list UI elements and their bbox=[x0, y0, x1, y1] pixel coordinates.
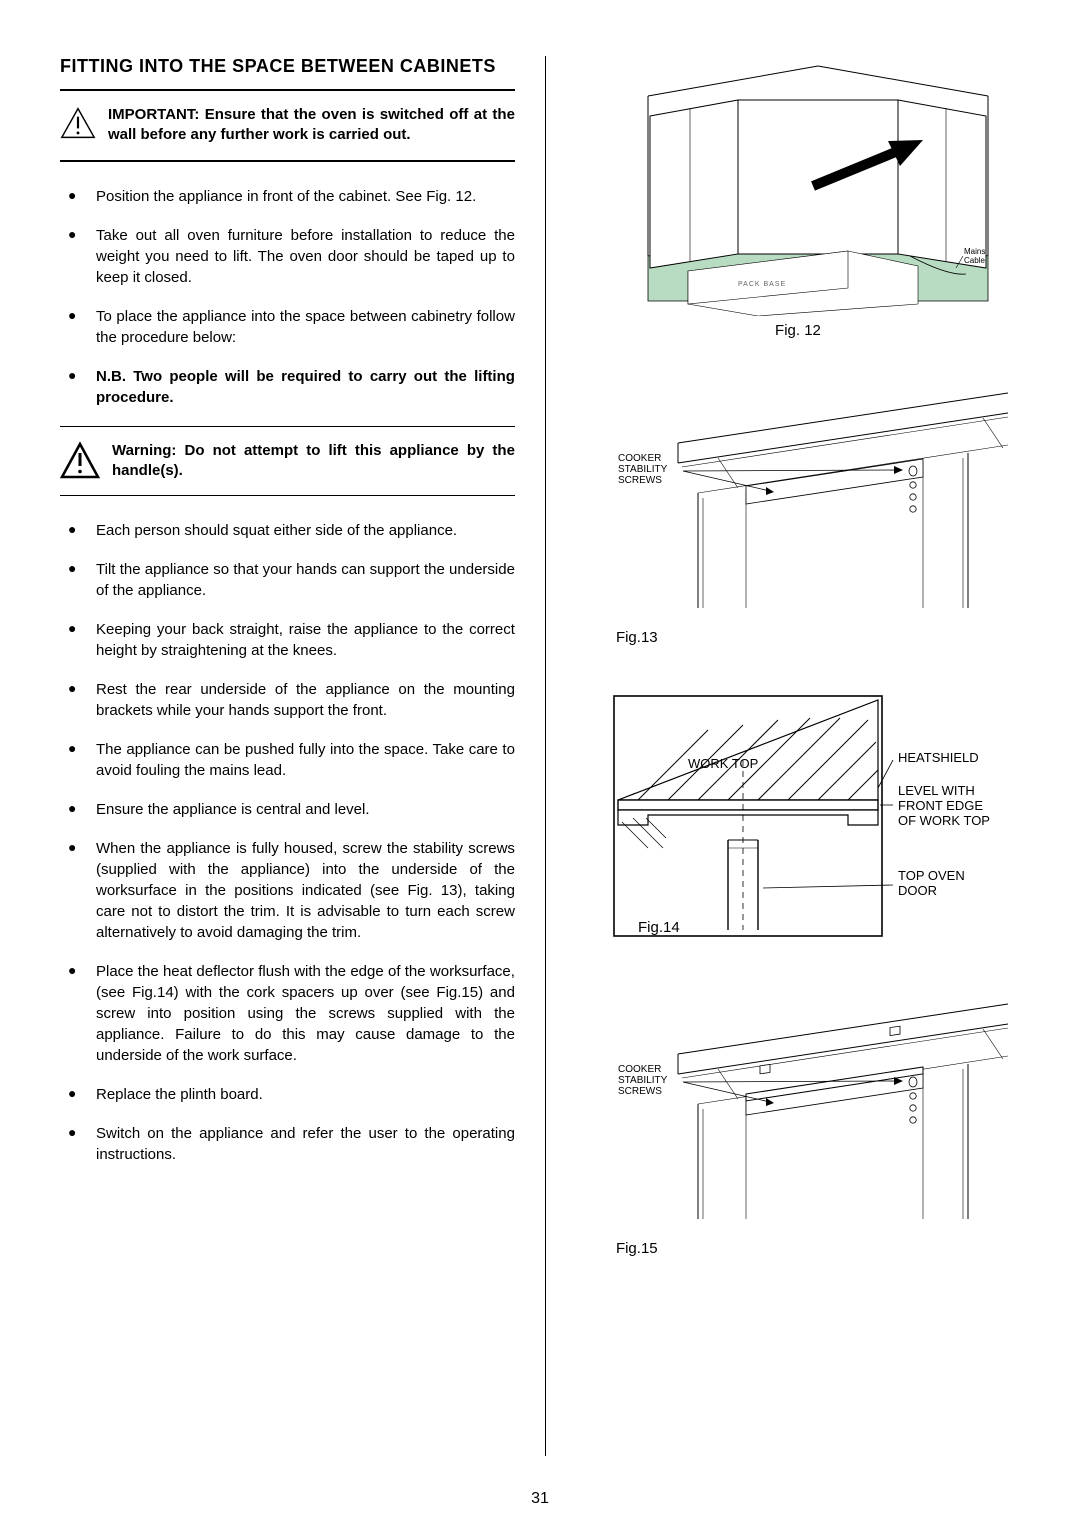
left-column: FITTING INTO THE SPACE BETWEEN CABINETS … bbox=[60, 56, 525, 1456]
list-item: When the appliance is fully housed, scre… bbox=[60, 838, 515, 943]
svg-text:LEVEL WITH: LEVEL WITH bbox=[898, 783, 975, 798]
list-item: Rest the rear underside of the appliance… bbox=[60, 679, 515, 721]
bullet-list-2: Each person should squat either side of … bbox=[60, 520, 515, 1165]
list-item: Tilt the appliance so that your hands ca… bbox=[60, 559, 515, 601]
bullet-list-1: Position the appliance in front of the c… bbox=[60, 186, 515, 408]
divider bbox=[60, 160, 515, 162]
warning-icon bbox=[60, 105, 96, 141]
list-item: To place the appliance into the space be… bbox=[60, 306, 515, 348]
notice-important: IMPORTANT: Ensure that the oven is switc… bbox=[60, 91, 515, 160]
list-item: Ensure the appliance is central and leve… bbox=[60, 799, 515, 820]
svg-text:Cable: Cable bbox=[964, 256, 985, 265]
notice-warning-text: Warning: Do not attempt to lift this app… bbox=[112, 441, 515, 482]
section-title: FITTING INTO THE SPACE BETWEEN CABINETS bbox=[60, 56, 515, 77]
svg-text:COOKER: COOKER bbox=[618, 453, 661, 464]
list-item: Take out all oven furniture before insta… bbox=[60, 225, 515, 288]
page-columns: FITTING INTO THE SPACE BETWEEN CABINETS … bbox=[60, 56, 1020, 1456]
list-item: Keeping your back straight, raise the ap… bbox=[60, 619, 515, 661]
page-number: 31 bbox=[0, 1490, 1080, 1508]
svg-text:STABILITY: STABILITY bbox=[618, 464, 668, 475]
svg-text:HEATSHIELD: HEATSHIELD bbox=[898, 750, 979, 765]
list-item: Switch on the appliance and refer the us… bbox=[60, 1123, 515, 1165]
fig15-caption: Fig.15 bbox=[576, 1240, 658, 1257]
fig14-svg: WORK TOP HEATSH bbox=[578, 670, 1018, 950]
list-item: Each person should squat either side of … bbox=[60, 520, 515, 541]
list-item: Replace the plinth board. bbox=[60, 1084, 515, 1105]
svg-text:WORK TOP: WORK TOP bbox=[688, 756, 758, 771]
fig12-svg: PACK BASE Mains Cable bbox=[588, 56, 1008, 316]
right-column: PACK BASE Mains Cable Fig. 12 bbox=[545, 56, 1020, 1456]
divider bbox=[60, 495, 515, 496]
list-item-bold: N.B. Two people will be required to carr… bbox=[60, 366, 515, 408]
list-item: The appliance can be pushed fully into t… bbox=[60, 739, 515, 781]
fig15-svg: COOKER STABILITY SCREWS bbox=[588, 974, 1008, 1234]
list-item: Place the heat deflector flush with the … bbox=[60, 961, 515, 1066]
svg-text:COOKER: COOKER bbox=[618, 1064, 661, 1075]
svg-text:SCREWS: SCREWS bbox=[618, 1086, 662, 1097]
svg-text:SCREWS: SCREWS bbox=[618, 475, 662, 486]
figure-14: WORK TOP HEATSH bbox=[576, 670, 1020, 950]
notice-warning: Warning: Do not attempt to lift this app… bbox=[60, 427, 515, 496]
warning-icon bbox=[60, 441, 100, 477]
svg-text:Fig.14: Fig.14 bbox=[638, 919, 680, 936]
svg-text:FRONT EDGE: FRONT EDGE bbox=[898, 798, 983, 813]
list-item: Position the appliance in front of the c… bbox=[60, 186, 515, 207]
svg-text:TOP OVEN: TOP OVEN bbox=[898, 868, 965, 883]
svg-text:Mains: Mains bbox=[964, 247, 985, 256]
fig12-caption: Fig. 12 bbox=[775, 322, 821, 339]
figure-12: PACK BASE Mains Cable Fig. 12 bbox=[576, 56, 1020, 339]
svg-text:PACK BASE: PACK BASE bbox=[738, 281, 786, 288]
fig13-caption: Fig.13 bbox=[576, 629, 658, 646]
figure-15: COOKER STABILITY SCREWS Fig.15 bbox=[576, 974, 1020, 1257]
svg-text:DOOR: DOOR bbox=[898, 883, 937, 898]
figure-13: COOKER STABILITY SCREWS Fig.13 bbox=[576, 363, 1020, 646]
svg-text:OF WORK TOP: OF WORK TOP bbox=[898, 813, 990, 828]
svg-text:STABILITY: STABILITY bbox=[618, 1075, 668, 1086]
fig13-svg: COOKER STABILITY SCREWS bbox=[588, 363, 1008, 623]
notice-important-text: IMPORTANT: Ensure that the oven is switc… bbox=[108, 105, 515, 146]
